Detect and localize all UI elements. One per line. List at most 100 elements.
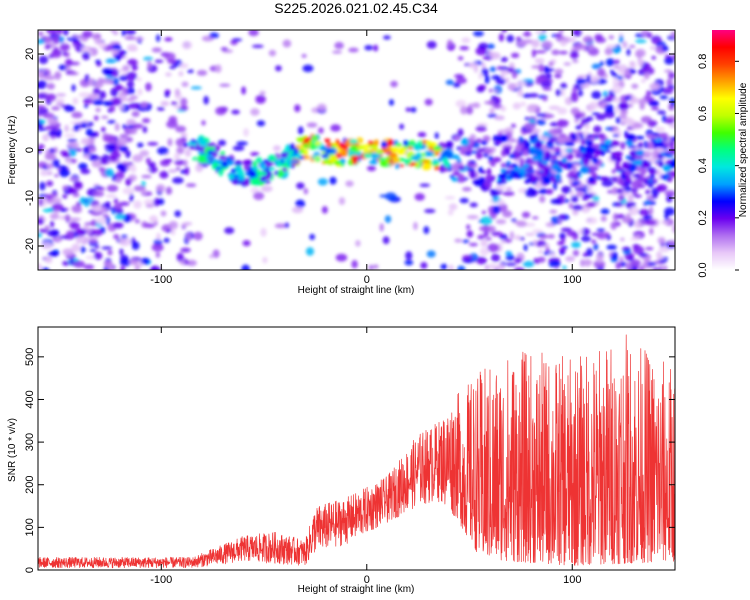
heatmap-signal-cell bbox=[250, 177, 260, 186]
heatmap-noise-cell bbox=[63, 105, 75, 112]
heatmap-signal-cell bbox=[622, 161, 630, 170]
colorbar-tick-label: 0.6 bbox=[697, 106, 709, 121]
heatmap-noise-cell bbox=[457, 56, 464, 61]
heatmap-noise-cell bbox=[571, 241, 581, 249]
heatmap-noise-cell bbox=[572, 30, 582, 37]
heatmap-noise-cell bbox=[54, 128, 59, 132]
bottom-y-tick-label: 500 bbox=[24, 348, 36, 366]
heatmap-signal-cell bbox=[363, 153, 372, 159]
heatmap-noise-cell bbox=[69, 148, 77, 157]
heatmap-noise-cell bbox=[109, 105, 116, 113]
heatmap-signal-cell bbox=[476, 148, 485, 153]
heatmap-noise-cell bbox=[664, 86, 675, 92]
heatmap-noise-cell bbox=[637, 58, 644, 67]
heatmap-noise-cell bbox=[645, 189, 651, 195]
heatmap-noise-cell bbox=[176, 146, 185, 155]
heatmap-noise-cell bbox=[186, 259, 197, 267]
heatmap-noise-cell bbox=[413, 221, 418, 231]
heatmap-noise-cell bbox=[253, 191, 265, 201]
heatmap-noise-cell bbox=[560, 227, 572, 232]
heatmap-signal-cell bbox=[490, 163, 496, 167]
heatmap-signal-cell bbox=[338, 142, 346, 150]
heatmap-noise-cell bbox=[107, 249, 113, 256]
heatmap-signal-cell bbox=[544, 171, 549, 177]
heatmap-noise-cell bbox=[629, 61, 636, 66]
heatmap-noise-cell bbox=[524, 188, 537, 198]
heatmap-noise-cell bbox=[317, 178, 328, 186]
heatmap-signal-cell bbox=[321, 154, 329, 159]
heatmap-noise-cell bbox=[384, 192, 397, 201]
heatmap-noise-cell bbox=[594, 33, 603, 41]
heatmap-noise-cell bbox=[373, 44, 379, 52]
heatmap-noise-cell bbox=[459, 197, 469, 204]
heatmap-noise-cell bbox=[268, 49, 277, 57]
heatmap-noise-cell bbox=[665, 117, 675, 125]
heatmap-noise-cell bbox=[478, 42, 489, 50]
heatmap-noise-cell bbox=[426, 250, 436, 258]
heatmap-noise-cell bbox=[615, 262, 622, 270]
heatmap-noise-cell bbox=[487, 263, 499, 270]
heatmap-noise-cell bbox=[260, 185, 273, 193]
heatmap-noise-cell bbox=[58, 36, 65, 44]
heatmap-noise-cell bbox=[190, 86, 203, 90]
bottom-x-tick-label: -100 bbox=[150, 574, 172, 586]
heatmap-noise-cell bbox=[540, 236, 546, 240]
heatmap-signal-cell bbox=[363, 148, 370, 154]
heatmap-noise-cell bbox=[79, 196, 86, 205]
heatmap-noise-cell bbox=[588, 74, 600, 83]
heatmap-signal-cell bbox=[603, 139, 612, 145]
heatmap-signal-cell bbox=[591, 134, 600, 139]
heatmap-signal-cell bbox=[220, 151, 226, 156]
heatmap-signal-cell bbox=[451, 154, 460, 160]
heatmap-noise-cell bbox=[649, 206, 654, 216]
heatmap-noise-cell bbox=[120, 265, 126, 270]
heatmap-signal-cell bbox=[620, 141, 626, 150]
heatmap-noise-cell bbox=[38, 70, 45, 79]
heatmap-noise-cell bbox=[617, 202, 622, 208]
heatmap-noise-cell bbox=[62, 260, 70, 266]
heatmap-noise-cell bbox=[126, 87, 136, 95]
heatmap-noise-cell bbox=[44, 37, 53, 44]
heatmap-signal-cell bbox=[482, 148, 493, 154]
heatmap-signal-cell bbox=[238, 175, 245, 181]
heatmap-signal-cell bbox=[529, 134, 536, 141]
heatmap-noise-cell bbox=[364, 45, 374, 51]
heatmap-noise-cell bbox=[492, 103, 503, 109]
heatmap-noise-cell bbox=[169, 65, 176, 70]
heatmap-noise-cell bbox=[499, 234, 508, 241]
heatmap-signal-cell bbox=[527, 158, 534, 165]
heatmap-noise-cell bbox=[630, 259, 641, 267]
heatmap-noise-cell bbox=[302, 64, 314, 73]
heatmap-signal-cell bbox=[624, 140, 634, 146]
heatmap-noise-cell bbox=[68, 71, 79, 76]
top-x-tick-label: 0 bbox=[364, 274, 370, 286]
heatmap-noise-cell bbox=[104, 260, 113, 268]
heatmap-noise-cell bbox=[329, 176, 337, 185]
heatmap-signal-cell bbox=[472, 179, 481, 185]
heatmap-signal-cell bbox=[335, 151, 341, 159]
heatmap-signal-cell bbox=[252, 160, 258, 168]
heatmap-signal-cell bbox=[230, 168, 237, 173]
heatmap-noise-cell bbox=[51, 106, 60, 111]
heatmap-noise-cell bbox=[338, 197, 346, 206]
heatmap-noise-cell bbox=[275, 65, 282, 72]
heatmap-noise-cell bbox=[459, 45, 470, 51]
heatmap-noise-cell bbox=[88, 238, 98, 244]
heatmap-noise-cell bbox=[524, 116, 529, 121]
heatmap-noise-cell bbox=[423, 226, 430, 234]
heatmap-noise-cell bbox=[480, 216, 493, 226]
bottom-y-tick-label: 100 bbox=[24, 518, 36, 536]
heatmap-noise-cell bbox=[559, 215, 565, 220]
heatmap-signal-cell bbox=[554, 152, 562, 156]
heatmap-signal-cell bbox=[471, 150, 478, 154]
heatmap-noise-cell bbox=[70, 121, 82, 125]
heatmap-noise-cell bbox=[52, 158, 60, 168]
heatmap-noise-cell bbox=[605, 126, 614, 131]
heatmap-noise-cell bbox=[62, 185, 68, 190]
heatmap-noise-cell bbox=[588, 42, 594, 52]
heatmap-noise-cell bbox=[613, 59, 620, 65]
heatmap-noise-cell bbox=[538, 188, 548, 195]
heatmap-noise-cell bbox=[626, 48, 631, 56]
heatmap-signal-cell bbox=[523, 173, 533, 177]
